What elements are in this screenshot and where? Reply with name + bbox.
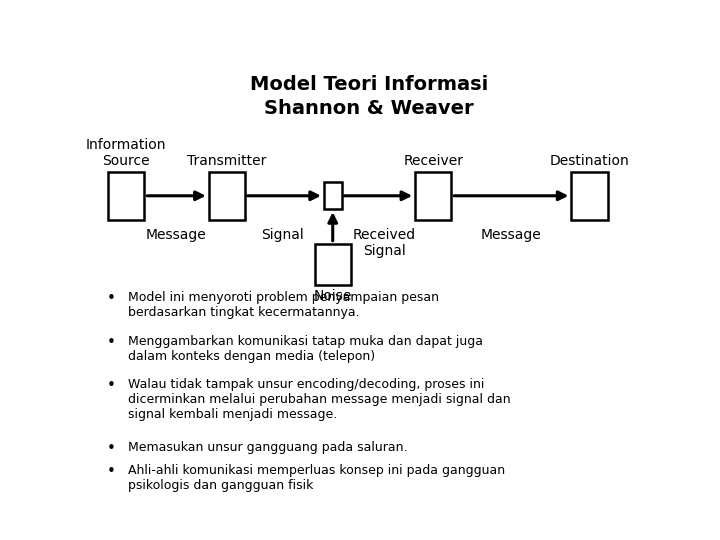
Bar: [415, 172, 451, 220]
Text: Model Teori Informasi
Shannon & Weaver: Model Teori Informasi Shannon & Weaver: [250, 75, 488, 118]
Text: Received
Signal: Received Signal: [353, 228, 416, 258]
Text: Message: Message: [146, 228, 207, 242]
Text: •: •: [107, 292, 116, 306]
Text: Noise: Noise: [313, 289, 352, 303]
Text: Model ini menyoroti problem penyampaian pesan
berdasarkan tingkat kecermatannya.: Model ini menyoroti problem penyampaian …: [128, 292, 439, 320]
Text: Receiver: Receiver: [403, 154, 463, 168]
Text: Walau tidak tampak unsur encoding/decoding, proses ini
dicerminkan melalui perub: Walau tidak tampak unsur encoding/decodi…: [128, 378, 510, 421]
Text: Menggambarkan komunikasi tatap muka dan dapat juga
dalam konteks dengan media (t: Menggambarkan komunikasi tatap muka dan …: [128, 335, 483, 363]
Text: •: •: [107, 378, 116, 393]
Text: Information
Source: Information Source: [86, 138, 166, 168]
Text: Signal: Signal: [261, 228, 304, 242]
Text: Ahli-ahli komunikasi memperluas konsep ini pada gangguan
psikologis dan gangguan: Ahli-ahli komunikasi memperluas konsep i…: [128, 464, 505, 492]
Bar: [209, 172, 245, 220]
Bar: [571, 172, 608, 220]
Text: Message: Message: [481, 228, 541, 242]
Text: Memasukan unsur gangguang pada saluran.: Memasukan unsur gangguang pada saluran.: [128, 441, 408, 454]
Text: Transmitter: Transmitter: [187, 154, 266, 168]
Text: Destination: Destination: [549, 154, 629, 168]
Text: •: •: [107, 335, 116, 350]
Bar: [324, 183, 342, 210]
Bar: [315, 244, 351, 285]
Text: •: •: [107, 441, 116, 456]
Bar: [108, 172, 145, 220]
Text: •: •: [107, 464, 116, 480]
